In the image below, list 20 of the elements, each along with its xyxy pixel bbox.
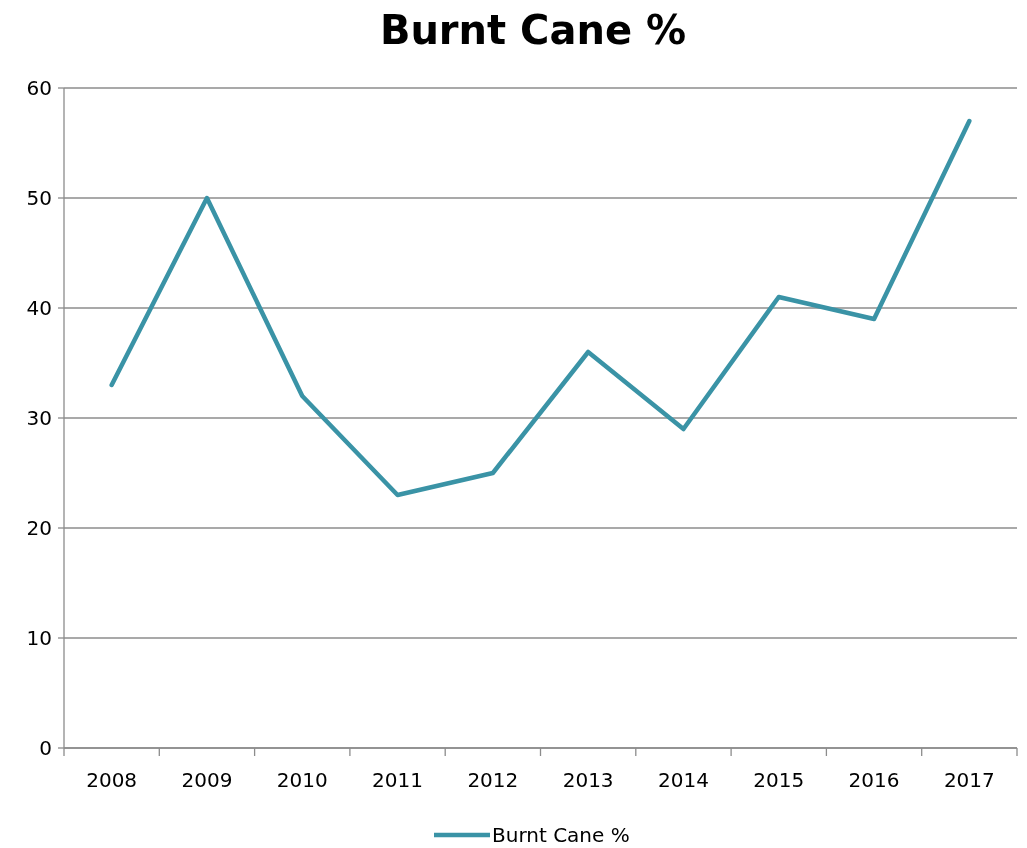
y-tick-label: 0 — [39, 736, 52, 760]
x-tick-label: 2016 — [848, 768, 900, 792]
x-tick-label: 2009 — [181, 768, 233, 792]
x-tick-label: 2010 — [276, 768, 328, 792]
y-tick-label: 50 — [26, 186, 52, 210]
x-tick-label: 2015 — [753, 768, 805, 792]
chart-title: Burnt Cane % — [379, 7, 687, 53]
x-tick-label: 2017 — [943, 768, 995, 792]
x-tick-label: 2008 — [86, 768, 138, 792]
line-series — [109, 118, 972, 498]
y-tick-label: 20 — [26, 516, 52, 540]
x-tick-label: 2011 — [372, 768, 423, 792]
x-tick-label: 2013 — [562, 768, 614, 792]
x-tick-label: 2014 — [658, 768, 709, 792]
y-tick-label: 30 — [26, 406, 52, 430]
y-tick-label: 10 — [26, 626, 52, 650]
y-tick-label: 40 — [26, 296, 52, 320]
y-tick-label: 60 — [26, 76, 52, 100]
legend-label: Burnt Cane % — [492, 823, 630, 847]
x-tick-label: 2012 — [467, 768, 519, 792]
